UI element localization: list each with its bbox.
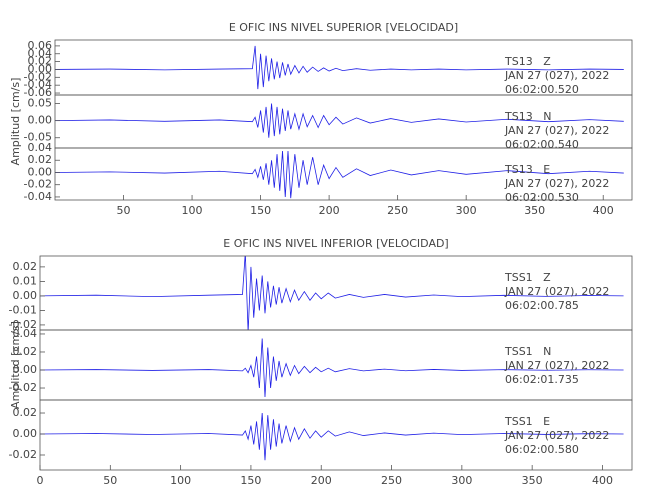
y-tick-label: -0.02	[9, 318, 37, 331]
y-tick-label: -0.04	[24, 190, 52, 203]
y-tick-label: -0.01	[9, 303, 37, 316]
plot-frame	[54, 147, 633, 201]
y-tick-label: -0.06	[24, 86, 52, 99]
trace-date: JAN 27 (027), 2022	[504, 359, 609, 372]
waveform	[55, 45, 624, 90]
trace-time: 06:02:00.520	[505, 83, 579, 96]
y-tick-label: -0.05	[24, 131, 52, 144]
waveform	[40, 338, 624, 398]
trace-station: TS13 Z	[504, 55, 551, 68]
y-tick-label: 0.00	[13, 427, 38, 440]
x-tick-label: 300	[451, 474, 472, 487]
x-tick-label: 250	[387, 204, 408, 217]
y-tick-label: 0.02	[28, 55, 53, 68]
trace-station: TSS1 Z	[504, 271, 551, 284]
y-tick-label: 0.00	[28, 114, 53, 127]
waveform	[55, 151, 624, 199]
y-tick-label: 0.01	[13, 274, 38, 287]
y-axis-label: Amplitud [cm/s]	[9, 321, 22, 409]
x-tick-label: 200	[319, 204, 340, 217]
x-tick-label: 400	[593, 204, 614, 217]
y-tick-label: 0.02	[13, 345, 38, 358]
trace-time: 06:02:00.785	[505, 299, 579, 312]
y-tick-label: -0.02	[9, 381, 37, 394]
x-tick-label: 0	[37, 474, 44, 487]
y-tick-label: 0.04	[28, 141, 53, 154]
trace-date: JAN 27 (027), 2022	[504, 429, 609, 442]
x-tick-label: 250	[381, 474, 402, 487]
x-tick-label: 100	[170, 474, 191, 487]
trace-time: 06:02:00.580	[505, 443, 579, 456]
y-tick-label: 0.00	[13, 363, 38, 376]
y-tick-label: 0.00	[13, 289, 38, 302]
x-tick-label: 50	[117, 204, 131, 217]
y-tick-label: 0.00	[28, 165, 53, 178]
y-tick-label: 0.04	[13, 327, 38, 340]
y-tick-label: -0.04	[24, 78, 52, 91]
y-tick-label: -0.02	[9, 448, 37, 461]
trace-time: 06:02:01.735	[505, 373, 579, 386]
x-tick-label: 400	[592, 474, 613, 487]
x-tick-label: 50	[103, 474, 117, 487]
trace-station: TS13 N	[504, 110, 551, 123]
x-tick-label: 100	[182, 204, 203, 217]
trace-time: 06:02:00.530	[505, 191, 579, 204]
waveform	[40, 256, 624, 330]
x-tick-label: 150	[250, 204, 271, 217]
y-tick-label: 0.02	[13, 406, 38, 419]
y-tick-label: 0.05	[28, 97, 53, 110]
y-axis-label: Amplitud [cm/s]	[9, 78, 22, 166]
y-tick-label: 0.02	[28, 153, 53, 166]
trace-station: TS13 E	[504, 163, 550, 176]
y-tick-label: -0.02	[24, 178, 52, 191]
y-tick-label: -0.02	[24, 70, 52, 83]
trace-date: JAN 27 (027), 2022	[504, 285, 609, 298]
panel-title: E OFIC INS NIVEL INFERIOR [VELOCIDAD]	[223, 237, 448, 250]
trace-time: 06:02:00.540	[505, 138, 579, 151]
y-tick-label: 0.06	[28, 39, 53, 52]
x-tick-label: 350	[522, 474, 543, 487]
trace-station: TSS1 N	[504, 345, 551, 358]
x-tick-label: 150	[240, 474, 261, 487]
x-tick-label: 300	[456, 204, 477, 217]
plot-frame	[39, 399, 633, 471]
x-tick-label: 350	[524, 204, 545, 217]
y-tick-label: 0.00	[28, 62, 53, 75]
waveform	[55, 103, 624, 138]
trace-date: JAN 27 (027), 2022	[504, 124, 609, 137]
trace-station: TSS1 E	[504, 415, 550, 428]
trace-date: JAN 27 (027), 2022	[504, 69, 609, 82]
y-tick-label: 0.04	[28, 47, 53, 60]
panel-title: E OFIC INS NIVEL SUPERIOR [VELOCIDAD]	[229, 21, 458, 34]
waveform	[40, 412, 624, 461]
x-tick-label: 200	[311, 474, 332, 487]
trace-date: JAN 27 (027), 2022	[504, 177, 609, 190]
y-tick-label: 0.02	[13, 260, 38, 273]
